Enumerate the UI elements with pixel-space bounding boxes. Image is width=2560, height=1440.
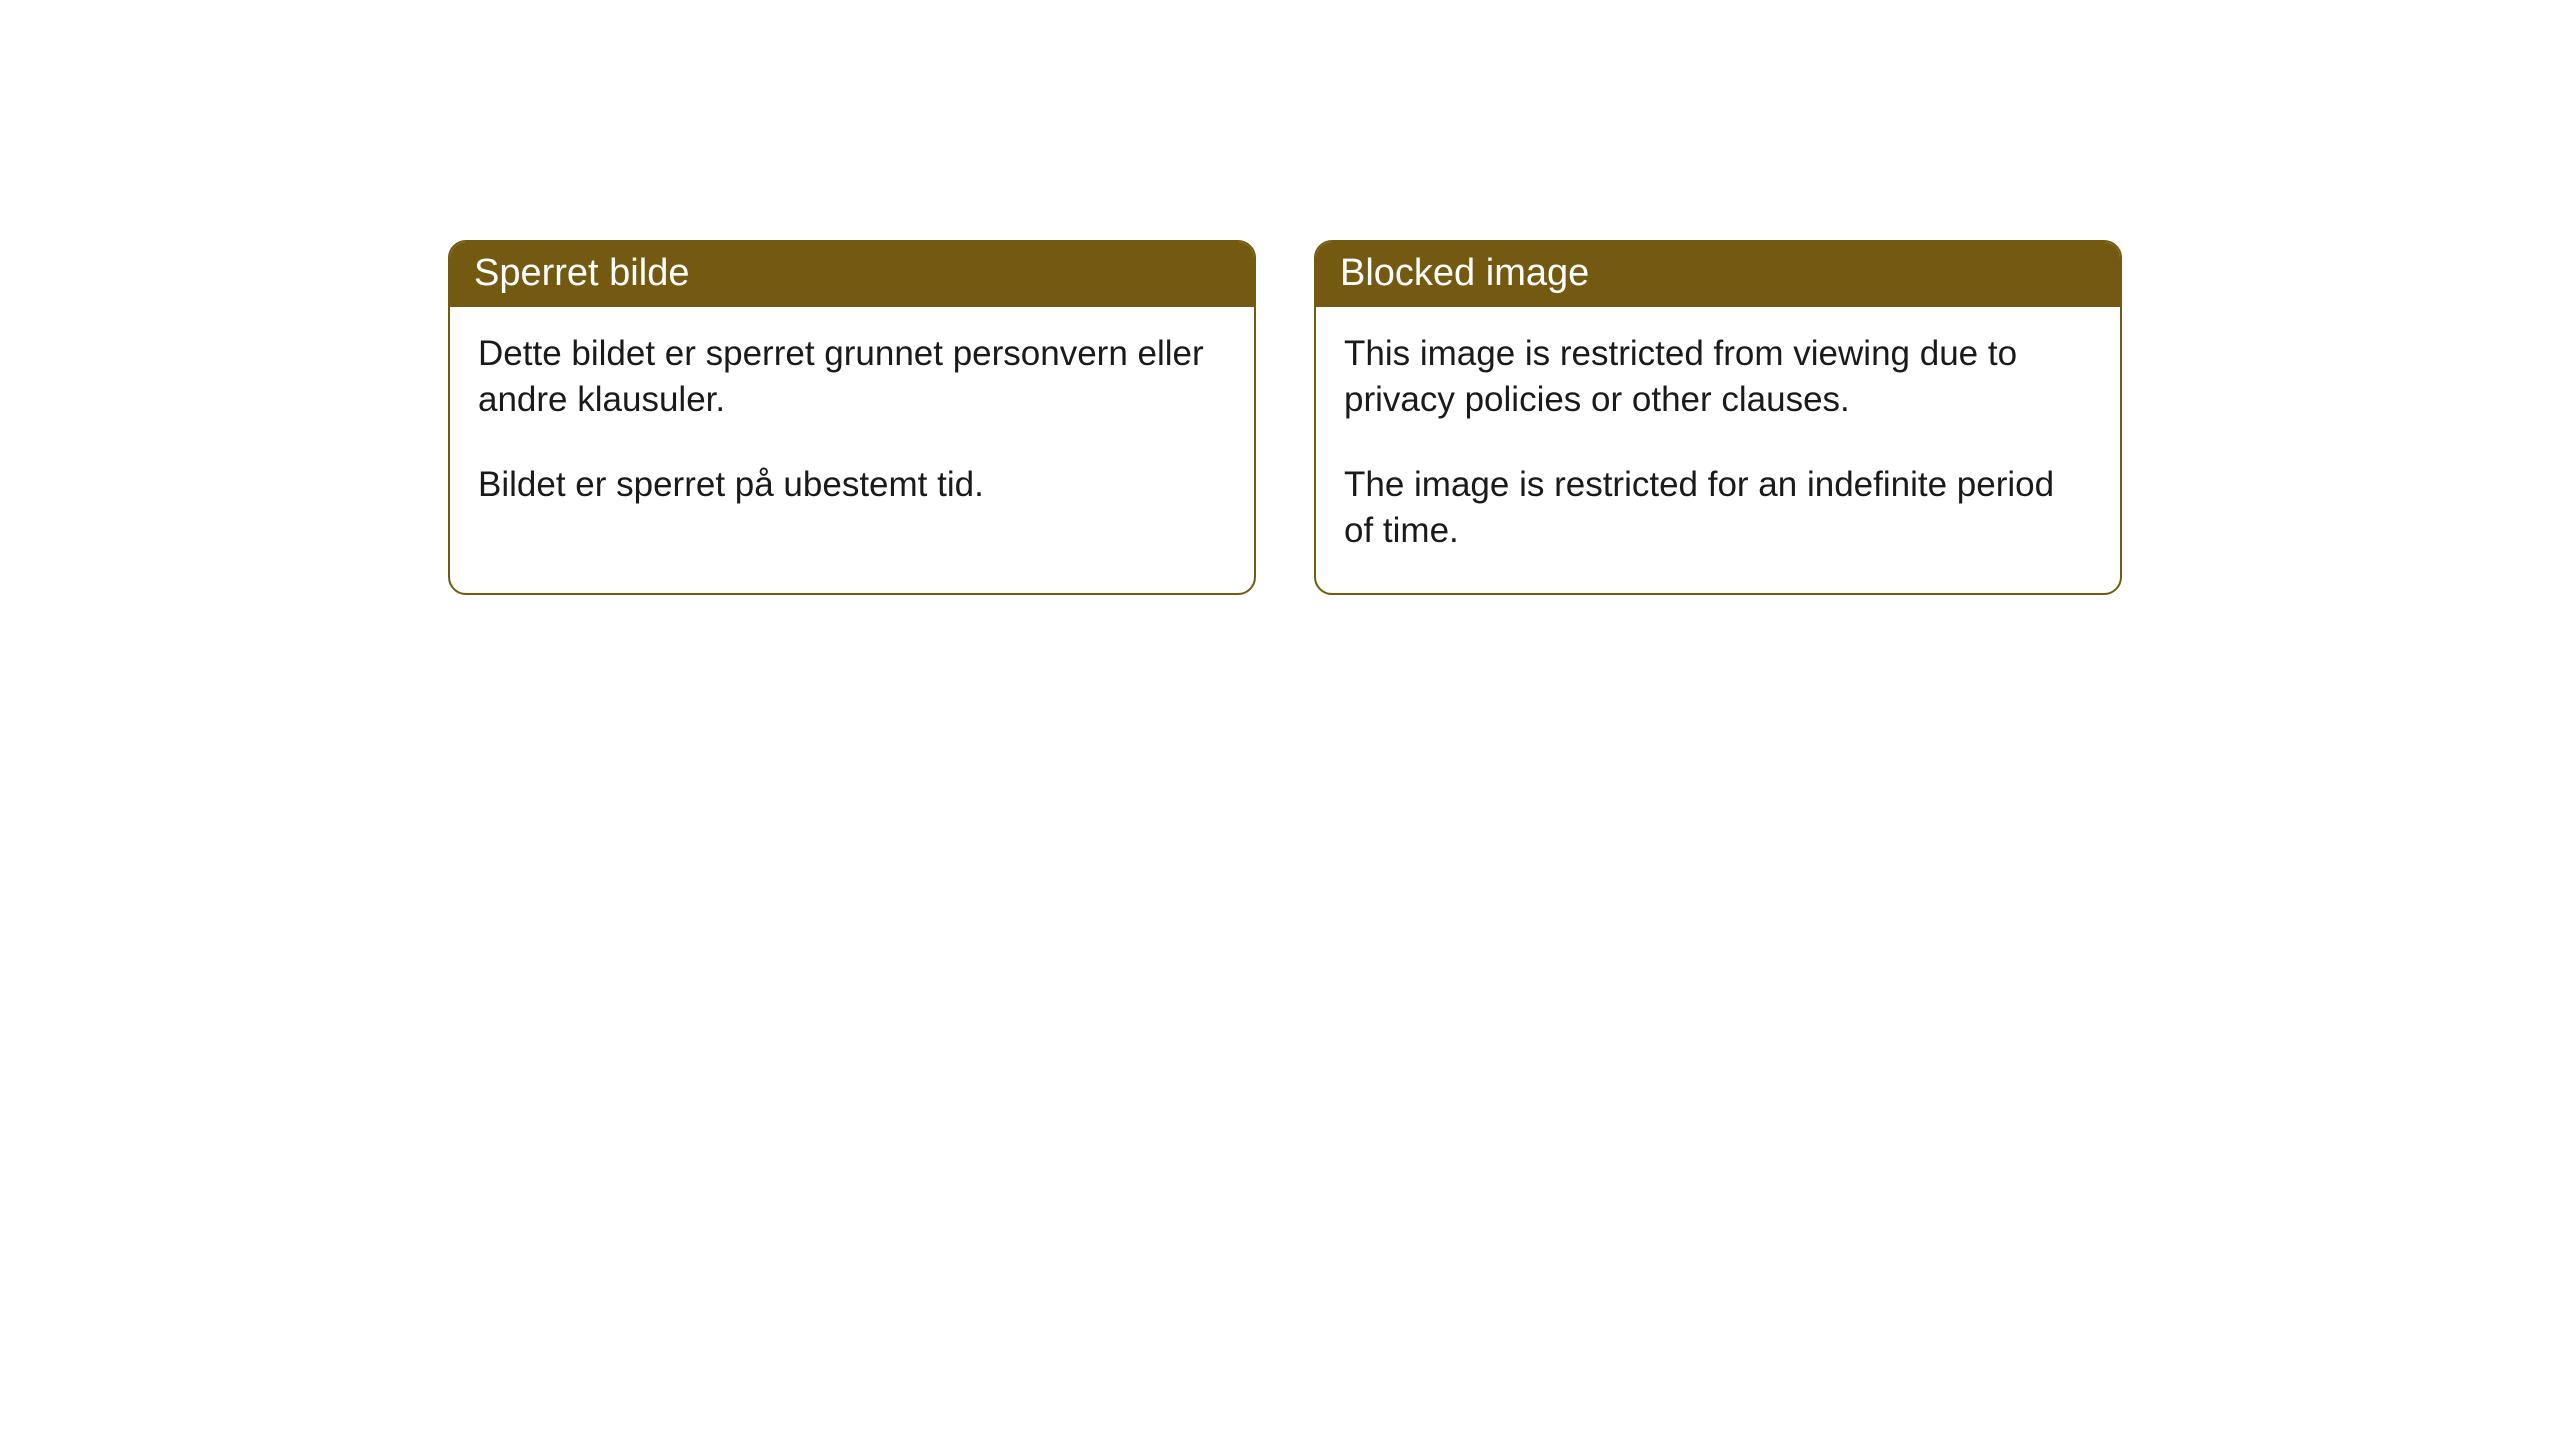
card-header-norwegian: Sperret bilde [450, 242, 1254, 307]
notice-card-norwegian: Sperret bilde Dette bildet er sperret gr… [448, 240, 1256, 595]
card-title: Blocked image [1340, 252, 1589, 294]
notice-card-english: Blocked image This image is restricted f… [1314, 240, 2122, 595]
card-paragraph-1: Dette bildet er sperret grunnet personve… [478, 331, 1226, 422]
card-body-english: This image is restricted from viewing du… [1316, 307, 2120, 593]
notice-cards-container: Sperret bilde Dette bildet er sperret gr… [448, 240, 2560, 595]
card-paragraph-2: Bildet er sperret på ubestemt tid. [478, 462, 1226, 508]
card-paragraph-2: The image is restricted for an indefinit… [1344, 462, 2092, 553]
card-title: Sperret bilde [474, 252, 689, 294]
card-header-english: Blocked image [1316, 242, 2120, 307]
card-paragraph-1: This image is restricted from viewing du… [1344, 331, 2092, 422]
card-body-norwegian: Dette bildet er sperret grunnet personve… [450, 307, 1254, 548]
